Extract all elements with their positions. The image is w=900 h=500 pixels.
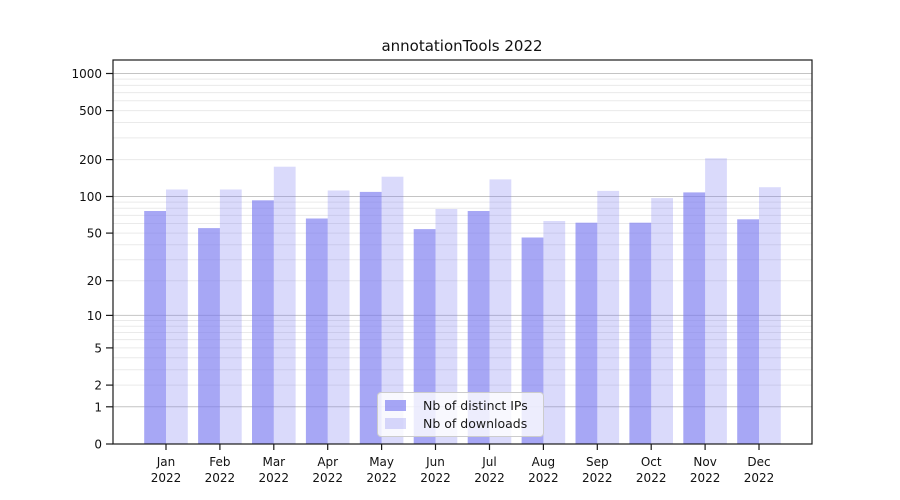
bar-nov-downloads	[705, 158, 727, 445]
axis-ticks	[106, 72, 760, 450]
legend-swatch-downloads	[385, 418, 406, 429]
bar-jun-distinct-ips	[413, 229, 436, 444]
bar-jan-distinct-ips	[144, 211, 166, 444]
bar-jul-downloads	[489, 179, 512, 444]
chart-title: annotationTools 2022	[381, 37, 542, 55]
bar-oct-downloads	[651, 198, 673, 444]
bar-sep-distinct-ips	[575, 222, 598, 444]
bar-feb-downloads	[219, 189, 242, 444]
x-tick-label-year: 2022	[474, 471, 505, 485]
tick-labels: 0 1 2 5 10 20 50 100 200 500 1000 Jan 2022 Feb 2022 Mar…	[71, 67, 774, 485]
legend-swatch-distinct-ips	[385, 400, 406, 411]
y-tick-label: 20	[87, 274, 102, 288]
bar-may-downloads	[381, 176, 404, 444]
x-tick-label-year: 2022	[744, 471, 775, 485]
x-tick-label-month: Oct	[641, 455, 662, 469]
legend-item-distinct-ips: Nb of distinct IPs	[385, 398, 534, 413]
x-tick-label-month: Nov	[693, 455, 716, 469]
bars-group	[144, 158, 781, 445]
bar-jun-downloads	[435, 209, 458, 444]
x-tick-label-month: Feb	[209, 455, 230, 469]
x-tick-label-month: May	[369, 455, 394, 469]
x-tick-label-year: 2022	[528, 471, 559, 485]
x-tick-label-month: Apr	[317, 455, 338, 469]
x-tick-label-month: Jun	[425, 455, 445, 469]
legend-label-distinct-ips: Nb of distinct IPs	[423, 398, 528, 413]
y-tick-label: 0	[94, 438, 102, 452]
bar-may-distinct-ips	[359, 191, 382, 444]
x-tick-label-month: Sep	[586, 455, 609, 469]
y-tick-label: 50	[87, 227, 102, 241]
y-tick-label: 1	[94, 400, 102, 414]
x-tick-label-year: 2022	[366, 471, 397, 485]
plot-border	[112, 59, 813, 445]
x-tick-label-month: Jan	[156, 455, 176, 469]
bar-jul-distinct-ips	[467, 211, 490, 444]
x-tick-label-year: 2022	[690, 471, 721, 485]
bar-feb-distinct-ips	[198, 228, 220, 444]
bar-mar-downloads	[273, 166, 296, 444]
x-tick-label-month: Dec	[747, 455, 770, 469]
y-tick-label: 100	[79, 190, 102, 204]
bar-jan-downloads	[166, 189, 188, 444]
y-tick-label: 500	[79, 104, 102, 118]
bar-aug-downloads	[543, 221, 566, 444]
x-tick-label-year: 2022	[312, 471, 343, 485]
x-tick-label-year: 2022	[636, 471, 667, 485]
y-tick-label: 200	[79, 153, 102, 167]
y-tick-label: 5	[94, 341, 102, 355]
bar-nov-distinct-ips	[683, 192, 706, 444]
x-tick-label-year: 2022	[205, 471, 236, 485]
legend-label-downloads: Nb of downloads	[423, 416, 528, 431]
y-tick-label: 2	[94, 379, 102, 393]
bar-dec-downloads	[759, 187, 781, 444]
x-tick-label-month: Mar	[262, 455, 285, 469]
legend: Nb of distinct IPs Nb of downloads	[377, 392, 544, 437]
bar-apr-downloads	[327, 190, 350, 444]
x-tick-label-year: 2022	[420, 471, 451, 485]
bar-dec-distinct-ips	[737, 219, 759, 444]
bar-sep-downloads	[597, 190, 620, 444]
bar-mar-distinct-ips	[252, 200, 274, 444]
x-tick-label-month: Aug	[532, 455, 555, 469]
y-tick-label: 10	[87, 309, 102, 323]
x-tick-label-month: Jul	[481, 455, 496, 469]
y-tick-label: 1000	[71, 67, 102, 81]
bar-oct-distinct-ips	[629, 222, 652, 444]
bar-apr-distinct-ips	[305, 218, 328, 444]
legend-item-downloads: Nb of downloads	[385, 416, 534, 431]
x-tick-label-year: 2022	[151, 471, 182, 485]
x-tick-label-year: 2022	[582, 471, 613, 485]
x-tick-label-year: 2022	[259, 471, 290, 485]
